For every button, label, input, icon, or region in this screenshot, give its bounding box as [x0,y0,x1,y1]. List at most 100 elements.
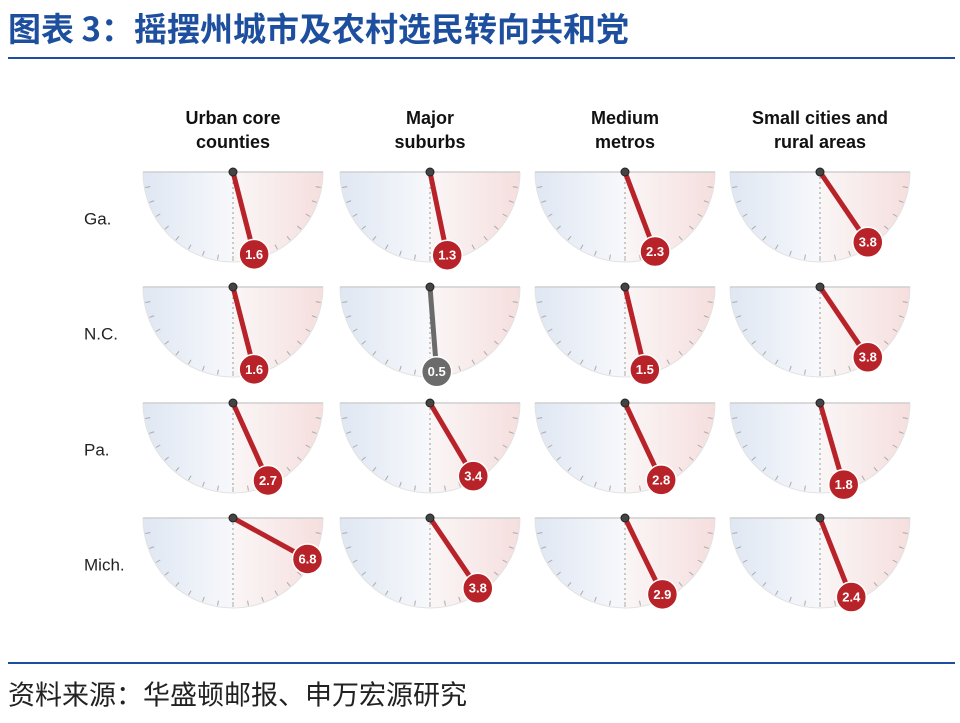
gauge-tick [372,236,377,241]
gauge-tick [884,571,889,576]
gauge-tick [217,485,219,491]
gauge-tick [315,417,321,419]
source: 资料来源：华盛顿邮报、申万宏源研究 [8,673,467,712]
gauge-tick [789,365,792,371]
gauge-rim [729,517,911,609]
pivot [228,398,238,408]
gauge-tick [742,444,748,448]
gauge-tick [444,485,446,491]
gauge-tick [639,485,641,491]
value-label: 3.4 [464,469,483,484]
value-label: 2.7 [259,473,277,488]
value-label: 1.5 [636,362,654,377]
gauge-tick [414,485,416,491]
gauge-tick [594,596,597,602]
gauge-tick [892,213,898,217]
value-bubble [629,353,661,386]
value-label: 3.8 [859,350,877,365]
gauge-tick [444,600,446,606]
gauge-tick [884,340,889,345]
gauge-tick [639,254,641,260]
gauge-tick [175,467,180,472]
gauge-tick [902,301,908,303]
gauge-tick [414,369,416,375]
value-label: 1.6 [245,362,263,377]
gauge-tick [762,351,767,356]
gauge-tick [567,467,572,472]
gauge-rim [339,402,521,494]
gauge-tick [762,582,767,587]
gauge-tick [342,417,348,419]
gauge-tick [804,254,806,260]
gauge-tick [188,590,192,596]
gauge-tick [678,582,683,587]
pivot [815,282,825,292]
gauge-tick [385,244,389,250]
gauge-rim [339,171,521,263]
gauge-tick [508,431,514,434]
gauge-right [430,172,520,262]
value-label: 1.8 [835,477,853,492]
gauge-left [143,172,233,262]
gauge-tick [697,328,703,332]
gauge-tick [149,431,155,434]
value-label: 1.6 [245,247,263,262]
value-bubble [639,235,671,268]
gauge-tick [697,444,703,448]
gauge-tick [352,213,358,217]
gauge-left [730,518,820,608]
gauge-tick [547,213,553,217]
gauge-tick [873,467,878,472]
gauge-tick [372,582,377,587]
gauge-tick [494,456,499,461]
gauge-tick [541,315,547,318]
gauge-tick [297,456,302,461]
gauge-tick [742,328,748,332]
gauge-tick [804,600,806,606]
column-header: Urban core [185,108,280,128]
gauge-tick [305,444,311,448]
gauge-rim [534,402,716,494]
gauge-tick [609,600,611,606]
gauge-tick [385,590,389,596]
gauge-tick [315,532,321,534]
gauge-tick [508,546,514,549]
gauge-tick [247,485,249,491]
gauge-left [730,172,820,262]
gauge-tick [898,546,904,549]
gauge-tick [547,559,553,563]
gauge-tick [149,546,155,549]
gauge-tick [346,200,352,203]
gauge-tick [286,351,291,356]
gauge-tick [305,328,311,332]
gauge-tick [346,431,352,434]
gauge-rim [729,286,911,378]
gauge-tick [884,456,889,461]
gauge-tick [703,200,709,203]
gauge-tick [703,315,709,318]
gauge-tick [678,236,683,241]
gauge-tick [483,351,488,356]
gauge-tick [311,200,317,203]
gauge-tick [541,546,547,549]
gauge-tick [286,582,291,587]
gauge-tick [707,532,713,534]
gauge-tick [352,444,358,448]
row-label: N.C. [84,324,118,343]
gauge-tick [556,571,561,576]
gauge-tick [556,340,561,345]
gauge-left [340,518,430,608]
gauge-tick [155,444,161,448]
gauge-tick [594,250,597,256]
gauge-tick [188,244,192,250]
column-header: Major [406,108,454,128]
gauge-tick [537,417,543,419]
gauge-tick [547,328,553,332]
gauge-rim [729,171,911,263]
gauge-tick [848,365,851,371]
pivot [228,167,238,177]
gauge-tick [804,485,806,491]
gauge-tick [697,559,703,563]
gauge-left [535,518,625,608]
gauge-tick [541,431,547,434]
